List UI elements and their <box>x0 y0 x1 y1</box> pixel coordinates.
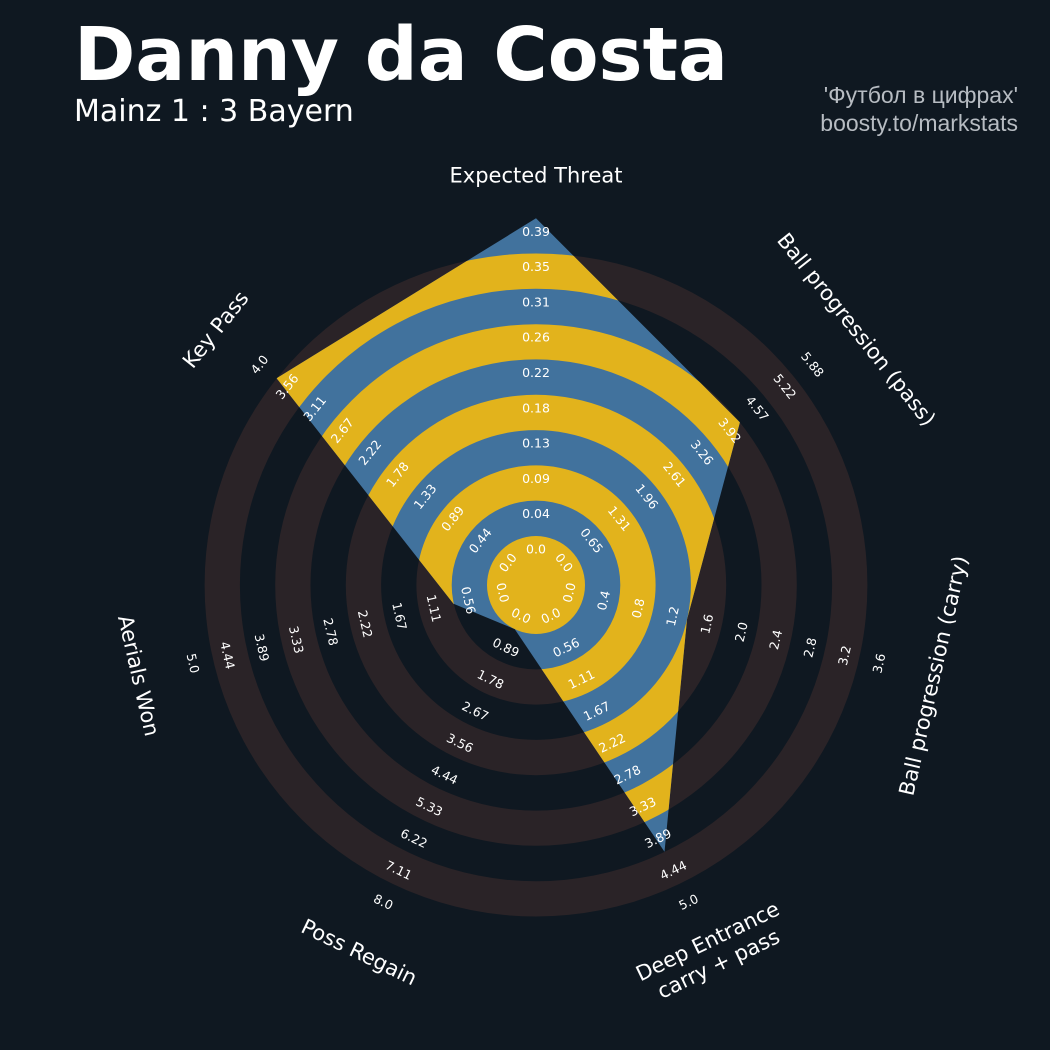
axis-label: Poss Regain <box>298 914 421 990</box>
tick-label: 0.0 <box>493 581 512 604</box>
tick-label: 0.18 <box>522 400 550 415</box>
chart-title: Danny da Costa <box>74 12 728 98</box>
tick-label: 0.09 <box>522 471 550 486</box>
tick-label: 0.13 <box>522 436 550 451</box>
tick-label: 2.0 <box>732 620 751 643</box>
axis-label: Ball progression (carry) <box>894 554 972 798</box>
tick-label: 0.31 <box>522 294 550 309</box>
tick-label: 2.78 <box>320 617 341 648</box>
tick-label: 1.11 <box>424 593 445 623</box>
tick-label: 0.8 <box>628 597 647 620</box>
tick-label: 5.88 <box>798 349 827 380</box>
tick-label: 6.22 <box>398 826 430 852</box>
axis-label: Expected Threat <box>450 163 623 187</box>
credit-line-2: boosty.to/markstats <box>820 110 1018 136</box>
axis-label: Deep Entrancecarry + pass <box>632 897 794 1009</box>
tick-label: 1.67 <box>389 601 410 631</box>
tick-label: 3.6 <box>869 652 888 675</box>
player-ring-highlight <box>487 536 585 634</box>
tick-label: 4.0 <box>247 352 271 377</box>
credit-line-1: 'Футбол в цифрах' <box>823 82 1018 108</box>
tick-label: 3.2 <box>835 644 854 667</box>
tick-label: 0.26 <box>522 330 550 345</box>
tick-label: 3.89 <box>252 632 273 663</box>
chart-subtitle: Mainz 1 : 3 Bayern <box>74 94 354 129</box>
tick-label: 4.44 <box>429 762 461 788</box>
tick-label: 2.4 <box>766 628 785 651</box>
tick-label: 0.35 <box>522 259 550 274</box>
tick-label: 0.0 <box>560 581 579 604</box>
tick-label: 3.89 <box>642 825 674 851</box>
tick-label: 0.39 <box>522 224 550 239</box>
tick-label: 5.0 <box>676 891 700 913</box>
tick-label: 0.56 <box>458 585 479 616</box>
tick-label: 1.2 <box>663 605 682 628</box>
tick-label: 0.0 <box>526 542 546 557</box>
tick-label: 4.44 <box>217 640 238 671</box>
tick-label: 5.0 <box>184 652 203 675</box>
tick-label: 2.67 <box>460 698 492 724</box>
tick-label: 0.22 <box>522 365 550 380</box>
tick-label: 3.33 <box>286 624 307 654</box>
tick-label: 1.6 <box>697 613 716 636</box>
tick-label: 0.04 <box>522 506 550 521</box>
axis-label: Aerials Won <box>113 613 164 739</box>
axis-label: Key Pass <box>178 286 254 372</box>
tick-label: 2.22 <box>355 609 376 639</box>
tick-label: 2.8 <box>800 636 819 659</box>
tick-label: 8.0 <box>371 891 395 913</box>
tick-label: 0.4 <box>594 589 613 612</box>
tick-label: 0.89 <box>490 635 522 661</box>
